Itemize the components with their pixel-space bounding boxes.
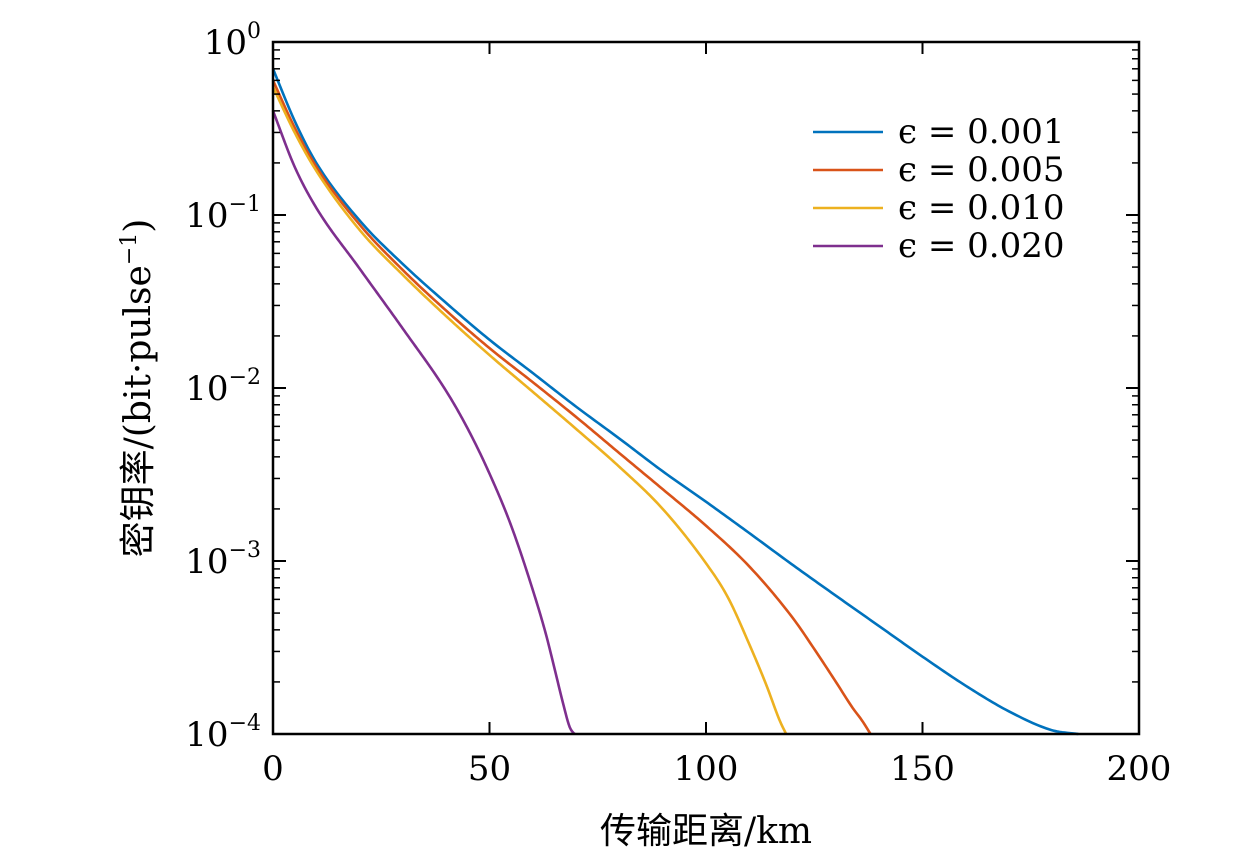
legend-label-3: ϵ = 0.010 [898,188,1064,228]
series-line-4 [271,110,576,736]
x-tick-label: 200 [1107,749,1172,789]
plot-lines [271,68,1079,736]
legend-label-4: ϵ = 0.020 [898,226,1064,266]
series-line-2 [271,79,872,735]
y-axis-label-exponent: −1 [117,233,142,265]
x-tick-label: 0 [262,749,284,789]
y-tick-label: 10−4 [185,711,261,755]
legend-label-1: ϵ = 0.001 [898,112,1064,152]
x-tick-label: 50 [468,749,511,789]
y-axis-label-close: ) [118,219,159,233]
series-line-3 [271,86,788,735]
x-axis-label: 传输距离/km [600,811,812,852]
y-tick-label: 10−1 [185,192,261,236]
y-tick-label: 100 [204,19,261,63]
y-axis-label: 密钥率/(bit·pulse−1) [117,219,159,558]
legend-label-2: ϵ = 0.005 [898,150,1064,190]
x-tick-label: 100 [674,749,739,789]
y-tick-label: 10−2 [185,365,261,409]
y-axis-label-main: 密钥率/(bit·pulse [118,265,159,557]
axis-ticks [272,41,1140,735]
y-tick-label: 10−3 [185,538,261,582]
x-tick-label: 150 [890,749,955,789]
tick-labels: 0 50 100 150 200 100 10−1 10−2 10−3 10−4 [185,19,1171,789]
series-line-1 [271,68,1079,736]
